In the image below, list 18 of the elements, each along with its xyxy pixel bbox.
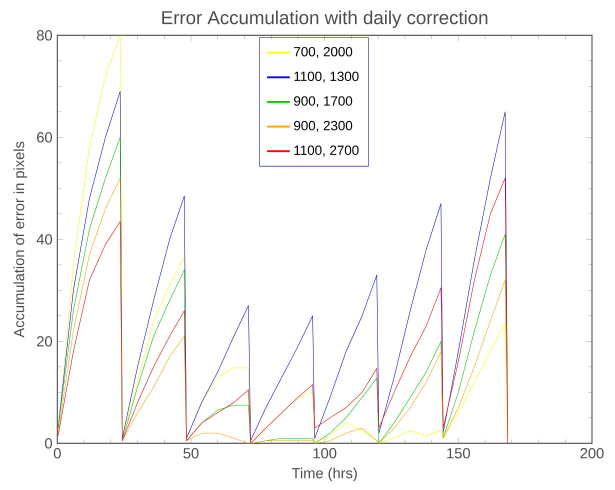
y-tick-label: 20	[37, 336, 52, 347]
x-tick-label: 50	[183, 448, 199, 458]
x-tick-label: 200	[580, 448, 604, 458]
y-tick-label: 80	[36, 30, 52, 41]
chart-title: Error Accumulation with daily correction	[162, 10, 488, 28]
x-tick-label: 0	[54, 448, 61, 458]
y-axis-title: Accumulation of error in pixels	[13, 142, 28, 338]
y-tick-label: 60	[37, 132, 52, 143]
legend-label: 700, 2000	[294, 46, 352, 58]
legend-label: 900, 2300	[294, 120, 352, 132]
legend-label: 1100, 2700	[294, 146, 359, 157]
y-tick-label: 40	[36, 234, 52, 245]
legend-label: 900, 1700	[294, 96, 352, 108]
x-tick-label: 100	[314, 448, 336, 458]
x-axis-title: Time (hrs)	[292, 468, 357, 482]
x-tick-label: 150	[447, 448, 470, 458]
y-tick-label: 0	[45, 438, 52, 449]
legend-label: 1100, 1300	[294, 72, 359, 83]
